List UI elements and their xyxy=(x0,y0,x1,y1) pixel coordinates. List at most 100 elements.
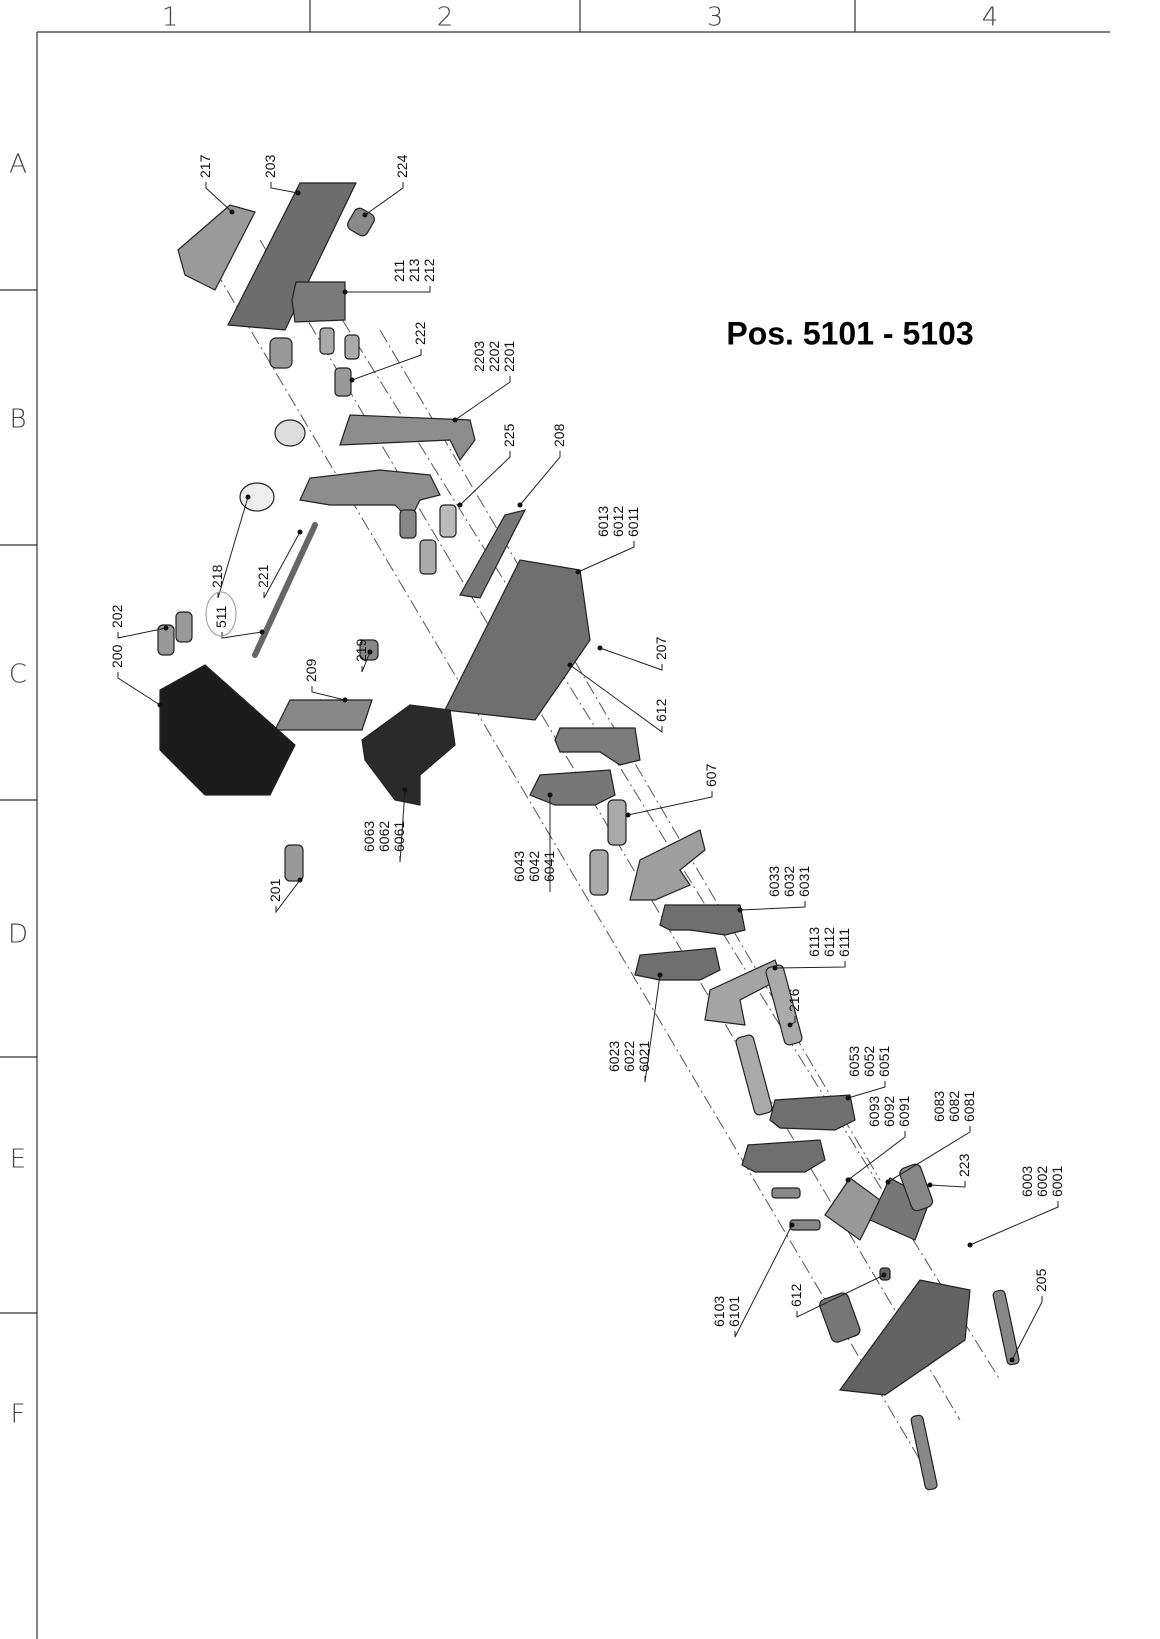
callout-label: 212 xyxy=(421,258,437,282)
callout: 224 xyxy=(363,154,411,217)
callout-label: 607 xyxy=(703,763,719,787)
callout-label: 6013 xyxy=(595,506,611,537)
callout-label: 225 xyxy=(501,423,517,447)
leader-dot xyxy=(246,495,251,500)
callout-label: 200 xyxy=(109,644,125,668)
leader-line xyxy=(775,961,845,968)
callout: 511 xyxy=(206,592,265,638)
shaft xyxy=(255,525,315,655)
row-label: E xyxy=(10,1145,26,1175)
callout-label: 205 xyxy=(1033,1268,1049,1292)
callout-label: 6033 xyxy=(766,866,782,897)
callout-label: 2201 xyxy=(501,341,517,372)
callout: 203 xyxy=(262,154,301,195)
leader-dot xyxy=(518,503,523,508)
callout-label: 224 xyxy=(394,154,410,178)
leader-line xyxy=(970,1201,1058,1245)
leader-dot xyxy=(1010,1358,1015,1363)
callout: 220322022201 xyxy=(453,341,518,423)
callout: 611361126111 xyxy=(773,927,853,971)
callout-label: 6043 xyxy=(511,851,527,882)
column-label: 2 xyxy=(437,3,454,33)
callout-label: 211 xyxy=(391,259,407,282)
leader-line xyxy=(345,286,430,292)
leader-dot xyxy=(350,378,355,383)
leader-dot xyxy=(343,290,348,295)
callout-label: 6112 xyxy=(821,927,837,957)
leader-line xyxy=(628,791,712,815)
callout-label: 219 xyxy=(353,638,369,662)
callout-label: 6062 xyxy=(376,821,392,852)
callout-label: 201 xyxy=(267,878,283,902)
leader-dot xyxy=(368,650,373,655)
leader-line xyxy=(455,376,510,420)
callout-label: 217 xyxy=(197,154,213,178)
leader-line xyxy=(930,1181,965,1187)
leader-dot xyxy=(658,973,663,978)
callout-label: 202 xyxy=(109,604,125,628)
callout-label: 209 xyxy=(303,658,319,682)
row-label: B xyxy=(9,405,26,435)
column-label: 1 xyxy=(162,3,179,33)
callout-label: 6101 xyxy=(726,1296,742,1327)
leader-dot xyxy=(458,503,463,508)
leader-line xyxy=(740,901,805,910)
leader-dot xyxy=(882,1273,887,1278)
leader-dot xyxy=(453,418,458,423)
callout: 222 xyxy=(350,321,429,382)
callout-label: 6021 xyxy=(636,1041,652,1072)
leader-dot xyxy=(296,191,301,196)
parts xyxy=(158,183,1020,1490)
callout-label: 6082 xyxy=(946,1091,962,1122)
callout-label: 511 xyxy=(213,605,229,628)
leader-line xyxy=(271,182,298,193)
leader-line xyxy=(645,975,660,1082)
row-label: F xyxy=(11,1400,26,1430)
leader-line xyxy=(520,451,560,505)
leader-line xyxy=(570,665,662,732)
leader-line xyxy=(352,349,421,380)
leader-line xyxy=(1012,1296,1042,1360)
callout-label: 2203 xyxy=(471,341,487,372)
callout-label: 6022 xyxy=(621,1041,637,1072)
callout-label: 6011 xyxy=(625,507,641,537)
callout-label: 612 xyxy=(653,698,669,722)
leader-dot xyxy=(164,626,169,631)
callout-label: 6032 xyxy=(781,866,797,897)
callout-label: 6052 xyxy=(861,1046,877,1077)
callout: 200 xyxy=(109,644,163,707)
callout-label: 213 xyxy=(406,258,422,282)
leader-line xyxy=(218,497,248,598)
leader-line xyxy=(118,672,160,705)
callout-label: 6103 xyxy=(711,1296,727,1327)
leader-dot xyxy=(363,213,368,218)
callout-label: 6113 xyxy=(806,927,822,957)
leader-dot xyxy=(576,570,581,575)
leader-dot xyxy=(260,630,265,635)
callout-label: 6081 xyxy=(961,1091,977,1122)
leader-line xyxy=(312,686,345,700)
frame xyxy=(0,0,1110,1639)
leader-line xyxy=(735,1225,792,1337)
callout-label: 218 xyxy=(209,564,225,588)
callout: 218 xyxy=(209,495,251,599)
callout-label: 6002 xyxy=(1034,1166,1050,1197)
callout-label: 222 xyxy=(412,321,428,345)
callout-label: 6063 xyxy=(361,821,377,852)
callout: 612 xyxy=(568,663,670,733)
callout-label: 6091 xyxy=(896,1096,912,1127)
callout-label: 6111 xyxy=(836,928,852,957)
leader-dot xyxy=(773,966,778,971)
callout-label: 6041 xyxy=(541,851,557,882)
callout-label: 6093 xyxy=(866,1096,882,1127)
leader-dot xyxy=(158,703,163,708)
callout: 207 xyxy=(598,636,670,670)
leader-dot xyxy=(788,1023,793,1028)
callout: 605360526051 xyxy=(846,1046,893,1101)
callout-label: 6083 xyxy=(931,1091,947,1122)
